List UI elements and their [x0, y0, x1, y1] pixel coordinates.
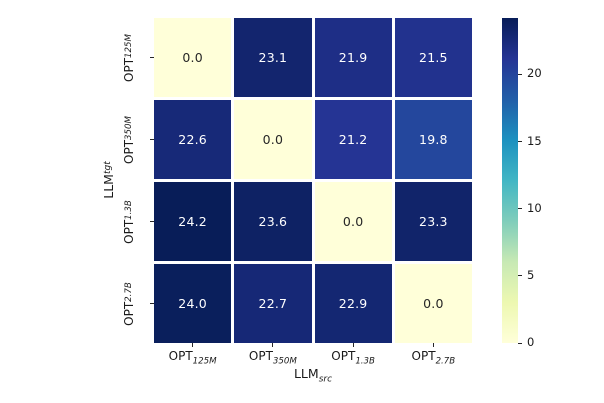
- colorbar-tick-mark: [518, 141, 522, 143]
- colorbar-tick-label: 5: [527, 267, 535, 282]
- colorbar-tick-mark: [518, 208, 522, 210]
- x-tick-label: OPT125M: [168, 349, 217, 367]
- colorbar-tick-mark: [518, 275, 522, 277]
- x-tick-mark: [432, 343, 434, 347]
- colorbar-tick-mark: [518, 73, 522, 75]
- heatmap-cell: 0.0: [234, 100, 312, 179]
- colorbar-tick-label: 20: [527, 66, 542, 81]
- x-axis-title-sub: src: [318, 374, 333, 385]
- heatmap-cell: 22.7: [234, 264, 312, 343]
- colorbar: [502, 18, 518, 343]
- x-tick-label: OPT2.7B: [411, 349, 456, 367]
- heatmap-cell: 23.1: [234, 18, 312, 97]
- y-axis-title: LLM tgt: [100, 161, 116, 199]
- y-tick-mark: [150, 57, 154, 58]
- heatmap-cell: 0.0: [394, 264, 472, 343]
- heatmap-grid: 0.0 23.1 21.9 21.5 22.6 0.0 21.2 19.8 24.2 23.6 0.…: [154, 18, 472, 343]
- y-tick-mark: [150, 221, 154, 222]
- y-tick-label: OPT 350M: [122, 115, 136, 164]
- colorbar-tick-label: 10: [527, 200, 542, 215]
- heatmap-cell: 0.0: [314, 182, 392, 261]
- x-tick-mark: [272, 343, 274, 347]
- y-tick-mark: [150, 139, 154, 140]
- x-tick-mark: [352, 343, 354, 347]
- y-tick-label: OPT 1.3B: [122, 199, 136, 244]
- x-tick-label: OPT1.3B: [331, 349, 375, 367]
- heatmap-cell: 22.9: [314, 264, 392, 343]
- colorbar-tick-mark: [518, 342, 522, 344]
- heatmap-cell: 0.0: [154, 18, 232, 97]
- y-tick-label: OPT 125M: [122, 33, 136, 82]
- x-tick-mark: [192, 343, 194, 347]
- heatmap-cell: 22.6: [154, 100, 232, 179]
- heatmap-cell: 21.9: [314, 18, 392, 97]
- heatmap-cell: 24.0: [154, 264, 232, 343]
- y-tick-mark: [150, 303, 154, 304]
- colorbar-tick-label: 15: [527, 133, 542, 148]
- colorbar-tick-label: 0: [527, 335, 535, 349]
- y-tick-label: OPT 2.7B: [122, 281, 136, 326]
- heatmap-cell: 23.6: [234, 182, 312, 261]
- y-axis-title-base: LLM: [100, 174, 116, 199]
- x-axis-title-base: LLM: [293, 366, 319, 381]
- heatmap-cell: 21.5: [394, 18, 472, 97]
- x-tick-label: OPT350M: [248, 349, 297, 367]
- heatmap-cell: 24.2: [154, 182, 232, 261]
- x-axis-title: LLMsrc: [253, 366, 373, 384]
- heatmap-cell: 23.3: [394, 182, 472, 261]
- heatmap-cell: 19.8: [394, 100, 472, 179]
- heatmap-cell: 21.2: [314, 100, 392, 179]
